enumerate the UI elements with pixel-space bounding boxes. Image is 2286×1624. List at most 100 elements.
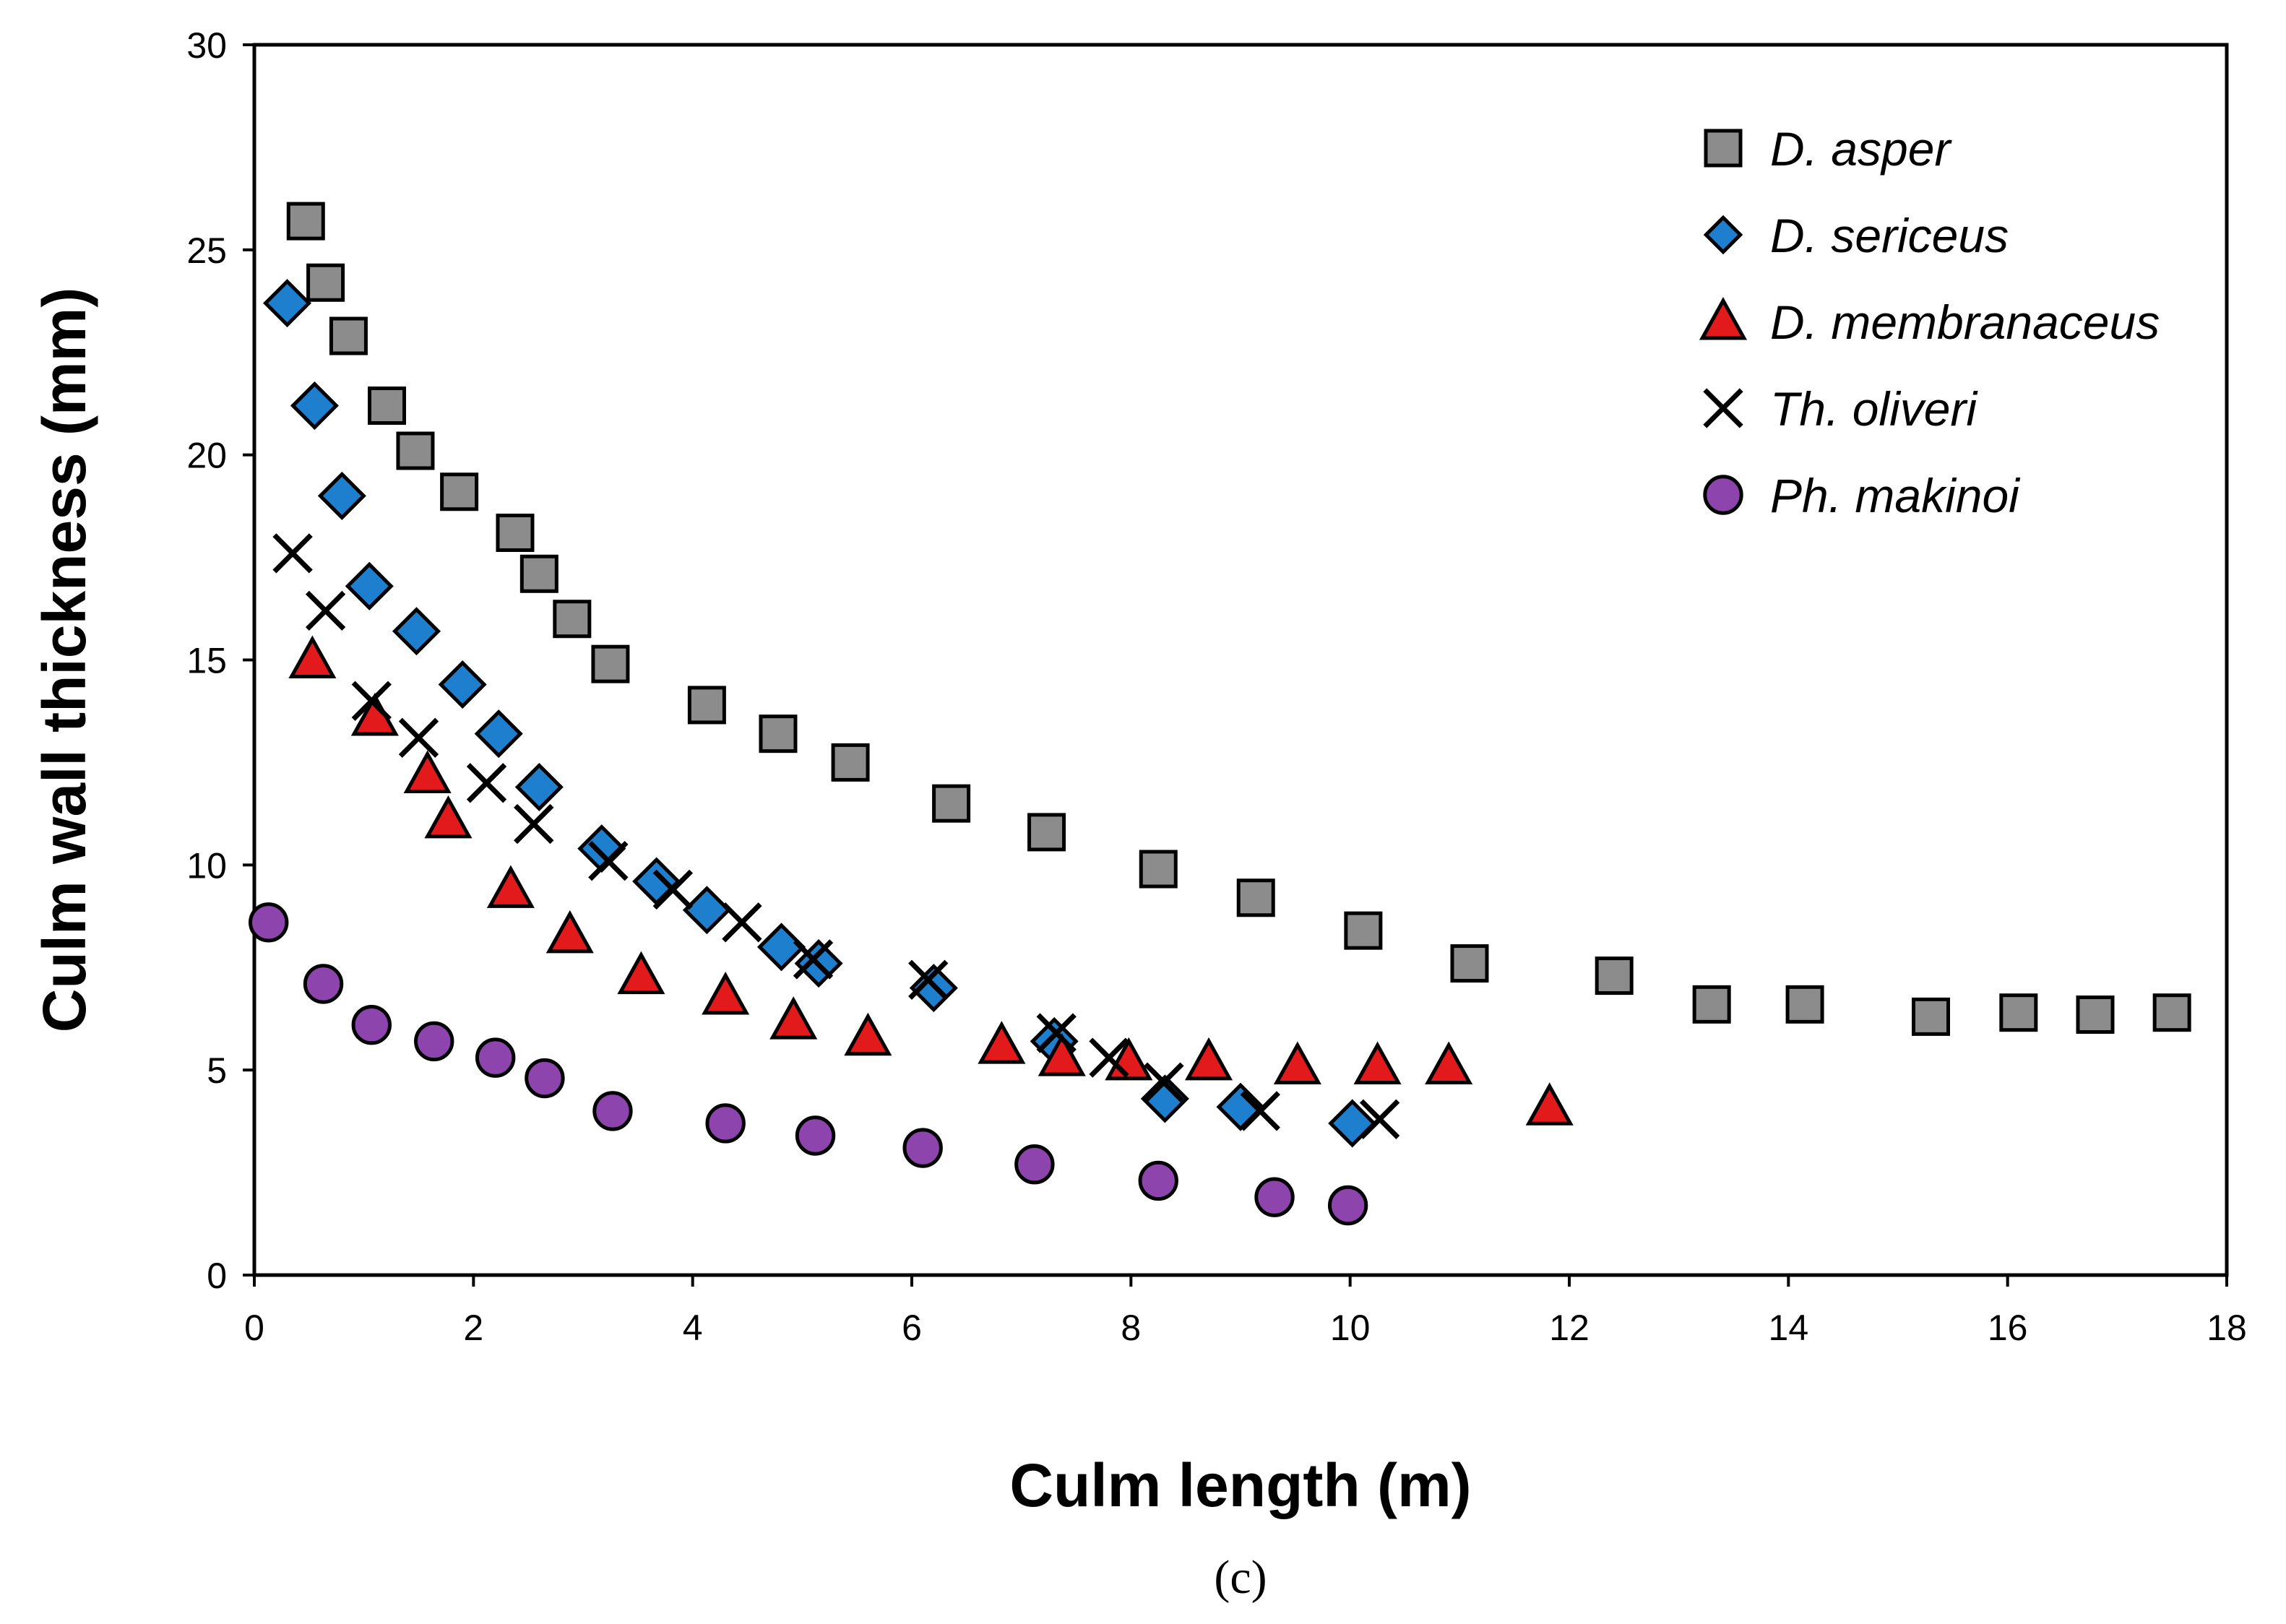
series-th-oliveri [272,533,1400,1139]
data-point-d-asper [759,714,798,753]
data-point-ph-makinoi [475,1037,516,1078]
series-layer [249,202,2191,1226]
data-point-d-sericeus [392,607,441,656]
legend-label-d-sericeus: D. sericeus [1770,209,2009,262]
data-point-d-sericeus [682,886,731,935]
data-point-d-membranaceus [1273,1041,1321,1085]
data-point-d-membranaceus [545,910,594,954]
data-point-ph-makinoi [592,1091,633,1131]
data-point-d-membranaceus [486,865,535,908]
data-point-th-oliveri [1036,1013,1077,1053]
data-point-d-asper [1785,985,1824,1024]
data-point-th-oliveri [466,763,507,803]
data-point-ph-makinoi [1327,1185,1368,1226]
legend: D. asper D. sericeus D. membranaceus Th. ol… [1699,122,2160,522]
series-d-membranaceus [288,635,1574,1126]
data-point-d-membranaceus [424,795,473,839]
data-point-d-sericeus [474,709,523,759]
x-tick-label: 6 [902,1308,922,1348]
data-point-d-membranaceus [1425,1041,1473,1085]
legend-marker-d-asper [1704,129,1743,168]
data-point-d-asper [1912,997,1950,1036]
data-point-d-membranaceus [617,951,665,995]
y-tick-label: 0 [207,1256,227,1296]
legend-item-d-sericeus: D. sericeus [1703,209,2009,262]
x-tick-label: 12 [1549,1308,1590,1348]
data-point-d-asper [2152,993,2191,1032]
data-point-ph-makinoi [351,1005,392,1045]
data-point-d-asper [440,472,479,511]
data-point-th-oliveri [652,869,694,910]
data-point-d-membranaceus [288,635,337,679]
data-point-d-membranaceus [403,750,452,793]
legend-marker-d-membranaceus [1699,297,1748,340]
legend-marker-ph-makinoi [1703,475,1743,515]
data-point-d-asper [1999,993,2038,1032]
series-d-asper [286,202,2191,1036]
data-point-d-membranaceus [1525,1082,1574,1126]
x-tick-label: 14 [1769,1308,1809,1348]
data-point-d-asper [396,431,435,470]
data-point-ph-makinoi [525,1058,565,1099]
data-point-ph-makinoi [1254,1177,1295,1217]
data-point-th-oliveri [1240,1091,1280,1131]
y-axis-title: Culm wall thickness (mm) [30,288,98,1033]
data-point-ph-makinoi [902,1128,943,1168]
data-point-th-oliveri [1359,1099,1400,1139]
legend-item-ph-makinoi: Ph. makinoi [1703,469,2021,522]
data-point-th-oliveri [1089,1037,1129,1078]
data-point-th-oliveri [1144,1062,1184,1102]
data-point-d-asper [1027,813,1066,852]
data-point-d-asper [286,202,325,241]
x-tick-label: 4 [683,1308,703,1348]
data-point-d-asper [1450,944,1489,983]
data-point-d-sericeus [1140,1074,1189,1123]
axis-ticks [243,43,2228,1287]
data-point-d-membranaceus [1184,1037,1233,1081]
data-point-d-sericeus [514,762,564,812]
legend-label-d-membranaceus: D. membranaceus [1770,295,2160,349]
legend-label-th-oliveri: Th. oliveri [1770,382,1978,436]
data-point-d-asper [496,514,535,553]
data-point-d-membranaceus [978,1021,1026,1064]
x-tick-label: 0 [244,1308,264,1348]
data-point-d-asper [306,263,345,302]
figure-caption: (c) [1214,1551,1267,1604]
legend-item-th-oliveri: Th. oliveri [1703,382,1978,436]
legend-item-d-asper: D. asper [1704,122,1952,176]
data-point-th-oliveri [351,681,392,721]
data-point-d-asper [1344,911,1383,950]
y-tick-label: 5 [207,1050,227,1091]
data-point-ph-makinoi [795,1115,836,1156]
data-point-d-sericeus [290,381,339,431]
data-point-d-asper [687,686,726,725]
data-point-ph-makinoi [303,964,344,1004]
data-point-d-membranaceus [769,996,818,1040]
data-point-d-sericeus [317,471,366,520]
data-point-d-membranaceus [844,1012,892,1056]
data-point-th-oliveri [398,717,439,759]
data-point-th-oliveri [908,959,949,1000]
y-tick-labels: 0 5 10 15 20 25 30 [186,25,227,1296]
data-point-ph-makinoi [414,1021,454,1062]
data-point-d-membranaceus [702,972,750,1015]
data-point-d-sericeus [262,279,312,328]
x-tick-label: 16 [1988,1308,2028,1348]
data-point-d-asper [932,784,971,823]
data-point-d-sericeus [345,561,394,610]
x-tick-label: 18 [2207,1308,2247,1348]
legend-marker-th-oliveri [1703,388,1743,428]
data-point-th-oliveri [272,533,313,574]
data-point-d-asper [368,386,407,426]
data-point-ph-makinoi [1014,1144,1055,1185]
data-point-ph-makinoi [1138,1160,1178,1201]
y-tick-label: 25 [186,230,227,271]
series-ph-makinoi [249,902,1368,1226]
data-point-d-sericeus [756,923,806,972]
data-point-d-asper [1236,878,1275,917]
legend-label-d-asper: D. asper [1770,122,1952,176]
data-point-th-oliveri [305,590,346,631]
y-tick-label: 10 [186,845,227,886]
x-tick-label: 8 [1121,1308,1141,1348]
